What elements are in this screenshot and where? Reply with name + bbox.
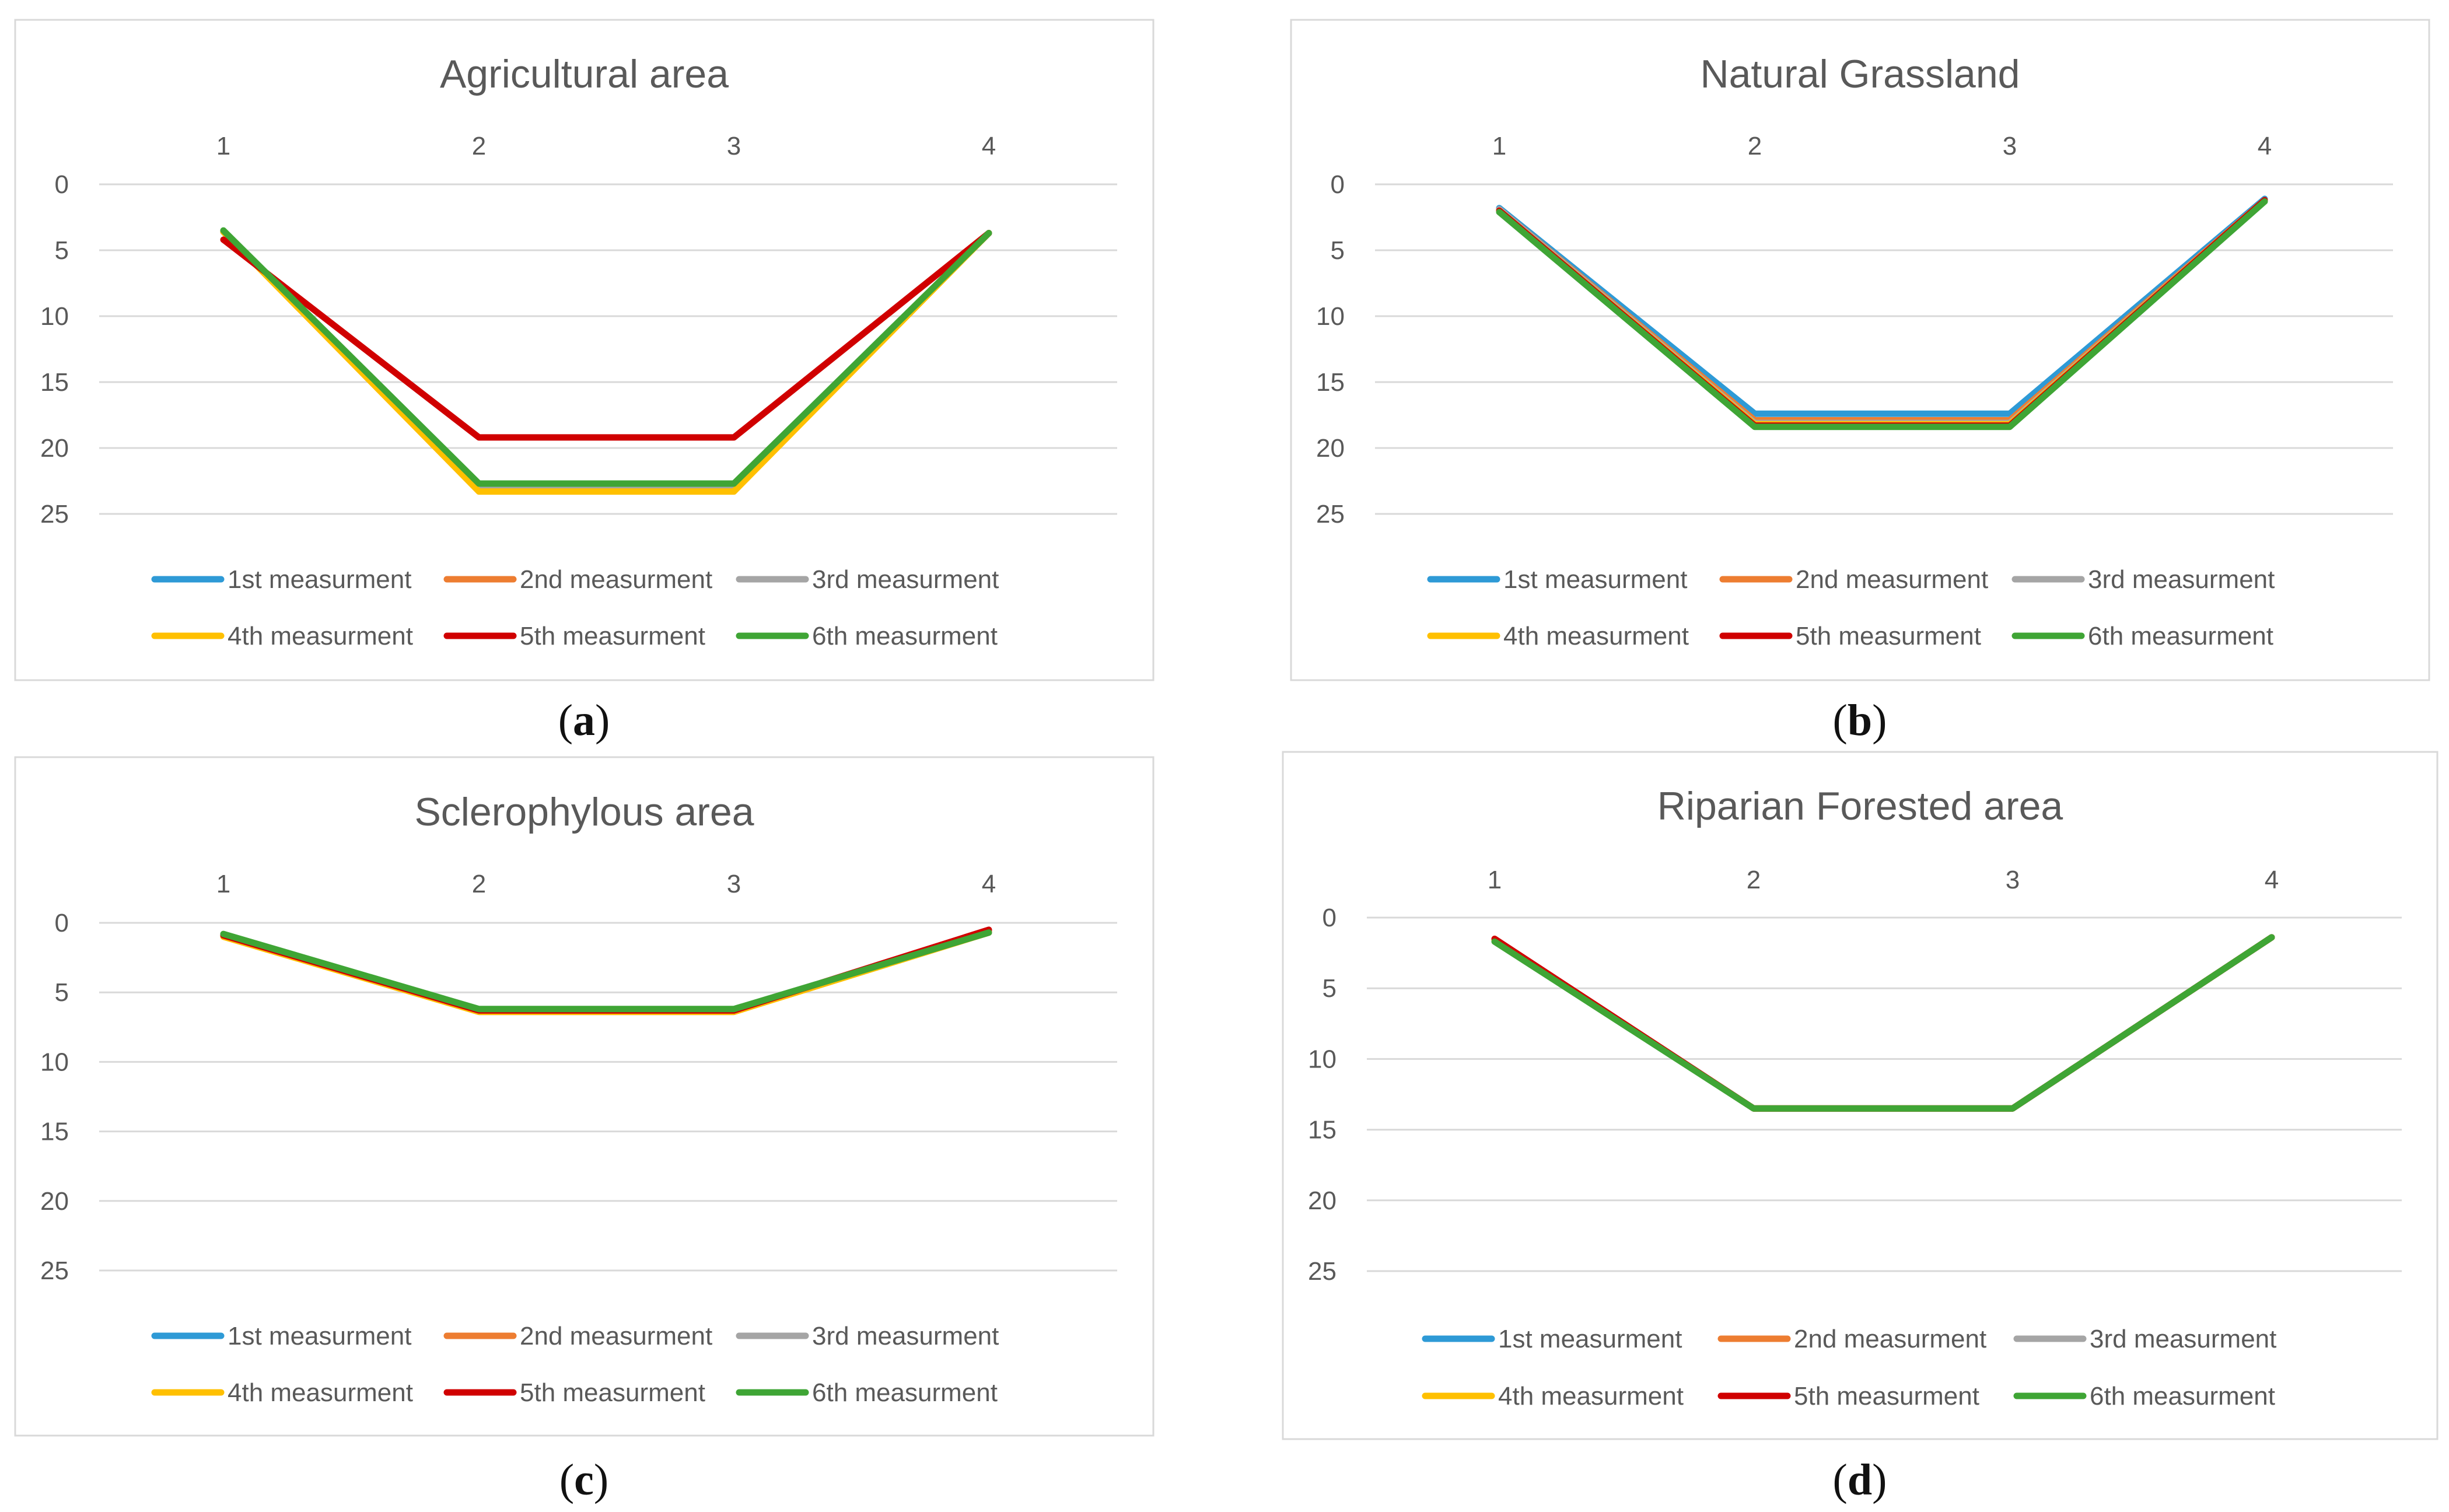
caption-close: )	[595, 696, 610, 745]
panel-caption: (c)	[559, 1455, 608, 1504]
legend-label: 6th measurment	[2088, 622, 2273, 650]
chart-frame	[1282, 751, 2438, 1440]
y-tick-label: 25	[40, 1256, 69, 1285]
caption-open: (	[1833, 696, 1848, 745]
chart-panel-d: Riparian Forested area 0 5 10 15 20 25 1 2 3 4 1st …	[1282, 751, 2438, 1440]
y-tick-label: 5	[1323, 974, 1337, 1003]
legend-label: 2nd measurment	[1794, 1325, 1986, 1353]
legend-label: 3rd measurment	[812, 565, 999, 594]
chart-frame	[1290, 19, 2430, 681]
y-tick-label: 10	[40, 302, 69, 331]
legend-label: 5th measurment	[520, 1378, 705, 1407]
caption-close: )	[1872, 696, 1887, 745]
y-tick-label: 20	[40, 1187, 69, 1216]
legend-label: 3rd measurment	[812, 1322, 999, 1350]
series-line	[220, 227, 992, 487]
y-tick-label: 20	[1316, 434, 1345, 463]
panel-caption: (b)	[1833, 696, 1887, 745]
legend-label: 3rd measurment	[2090, 1325, 2276, 1353]
y-tick-label: 5	[1331, 236, 1345, 265]
y-tick-label: 0	[1331, 170, 1345, 199]
legend-label: 6th measurment	[812, 622, 998, 650]
legend-label: 6th measurment	[2090, 1382, 2275, 1410]
chart-title: Agricultural area	[440, 52, 729, 96]
y-tick-label: 0	[55, 170, 69, 199]
legend-label: 2nd measurment	[520, 1322, 712, 1350]
x-tick-label: 3	[2003, 132, 2017, 160]
x-tick-label: 3	[2006, 866, 2020, 894]
y-tick-label: 20	[40, 434, 69, 463]
caption-letter: d	[1848, 1455, 1872, 1504]
chart-frame	[14, 19, 1154, 681]
y-tick-label: 10	[1308, 1045, 1337, 1073]
series-line	[1496, 198, 2268, 430]
caption-open: (	[1833, 1455, 1848, 1504]
legend-label: 4th measurment	[1503, 622, 1689, 650]
legend-label: 5th measurment	[520, 622, 705, 650]
x-tick-label: 1	[1492, 132, 1506, 160]
x-tick-label: 1	[1488, 866, 1502, 894]
legend-label: 1st measurment	[228, 565, 411, 594]
caption-letter: c	[574, 1455, 594, 1504]
chart-panel-b: Natural Grassland 0 5 10 15 20 25 1 2 3 4 1st measu…	[1290, 19, 2430, 681]
y-tick-label: 20	[1308, 1186, 1337, 1215]
series-line	[1491, 934, 2275, 1112]
x-tick-label: 2	[1747, 866, 1761, 894]
caption-close: )	[1872, 1455, 1887, 1504]
chart-frame	[14, 756, 1154, 1437]
caption-close: )	[594, 1455, 608, 1504]
x-tick-label: 2	[472, 870, 486, 898]
series-line	[220, 929, 992, 1013]
y-tick-label: 15	[1316, 368, 1345, 397]
legend-label: 4th measurment	[228, 622, 413, 650]
y-tick-label: 15	[1308, 1116, 1337, 1144]
x-tick-label: 4	[2265, 866, 2279, 894]
chart-title: Riparian Forested area	[1657, 784, 2063, 828]
y-tick-label: 15	[40, 1118, 69, 1146]
y-tick-label: 5	[55, 236, 69, 265]
legend-label: 5th measurment	[1794, 1382, 1979, 1410]
chart-panel-a: Agricultural area 0 5 10 15 20 25 1 2 3 4 1st measu…	[14, 19, 1154, 681]
legend-label: 4th measurment	[228, 1378, 413, 1407]
legend-label: 1st measurment	[228, 1322, 411, 1350]
legend-label: 1st measurment	[1498, 1325, 1682, 1353]
y-tick-label: 25	[1316, 500, 1345, 528]
y-tick-label: 0	[55, 909, 69, 937]
caption-open: (	[558, 696, 573, 745]
y-tick-label: 5	[55, 978, 69, 1007]
legend-label: 3rd measurment	[2088, 565, 2275, 594]
legend-label: 4th measurment	[1498, 1382, 1684, 1410]
legend-label: 1st measurment	[1503, 565, 1687, 594]
y-tick-label: 0	[1323, 904, 1337, 932]
panel-caption: (d)	[1833, 1455, 1887, 1504]
y-tick-label: 25	[40, 500, 69, 528]
legend-label: 2nd measurment	[520, 565, 712, 594]
caption-open: (	[559, 1455, 574, 1504]
legend-label: 6th measurment	[812, 1378, 998, 1407]
x-tick-label: 3	[727, 132, 741, 160]
caption-letter: b	[1848, 696, 1872, 745]
x-tick-label: 2	[472, 132, 486, 160]
y-tick-label: 15	[40, 368, 69, 397]
panel-caption: (a)	[558, 696, 610, 745]
y-tick-label: 10	[1316, 302, 1345, 331]
chart-panel-c: Sclerophylous area 0 5 10 15 20 25 1 2 3 4 1st meas…	[14, 756, 1154, 1437]
legend-label: 2nd measurment	[1796, 565, 1988, 594]
series-line	[220, 230, 992, 441]
x-tick-label: 1	[216, 870, 230, 898]
x-tick-label: 3	[727, 870, 741, 898]
x-tick-label: 2	[1748, 132, 1762, 160]
y-tick-label: 10	[40, 1048, 69, 1076]
x-tick-label: 4	[982, 132, 996, 160]
caption-letter: a	[573, 696, 595, 745]
x-tick-label: 4	[982, 870, 996, 898]
y-tick-label: 25	[1308, 1257, 1337, 1286]
chart-title: Sclerophylous area	[414, 790, 754, 834]
chart-title: Natural Grassland	[1700, 52, 2020, 96]
legend-label: 5th measurment	[1796, 622, 1981, 650]
x-tick-label: 1	[216, 132, 230, 160]
x-tick-label: 4	[2258, 132, 2272, 160]
